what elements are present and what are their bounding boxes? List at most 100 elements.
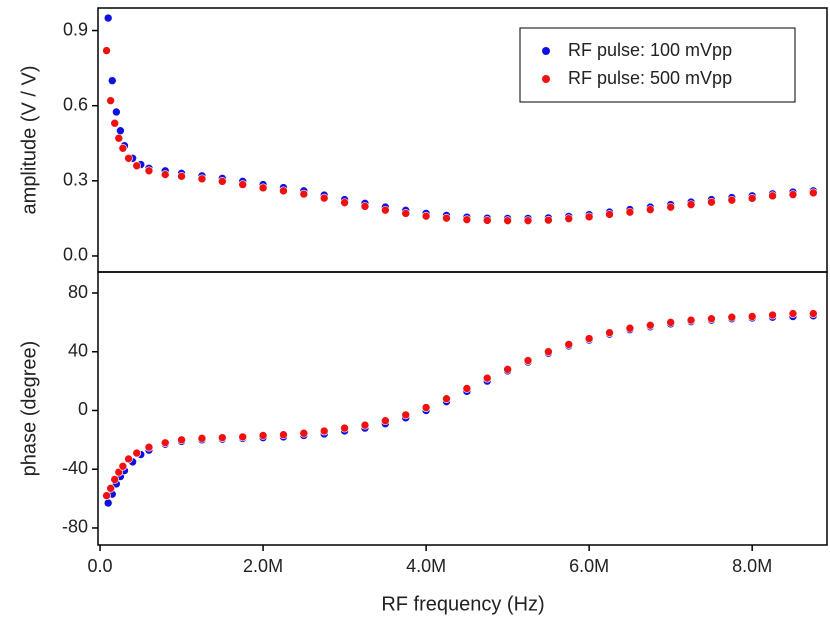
legend-marker — [542, 75, 550, 83]
data-point — [747, 312, 757, 321]
data-point — [177, 435, 186, 445]
data-point — [401, 410, 411, 420]
data-point — [625, 323, 635, 333]
data-point — [503, 216, 512, 225]
data-point — [605, 328, 614, 337]
data-point — [340, 198, 349, 207]
data-point — [401, 209, 411, 218]
data-point — [727, 195, 737, 205]
y-tick-label: 0.3 — [63, 170, 88, 190]
data-point — [809, 309, 818, 318]
data-point — [238, 180, 247, 189]
plot-frame — [97, 271, 828, 546]
data-point — [124, 153, 133, 163]
y-tick-label: 80 — [68, 282, 88, 302]
y-tick-label: -40 — [62, 458, 88, 478]
data-point — [114, 133, 124, 143]
data-point — [686, 200, 696, 209]
data-point — [503, 365, 512, 374]
data-point — [442, 213, 451, 223]
data-point — [625, 207, 635, 217]
data-point — [381, 416, 390, 426]
data-point — [381, 205, 390, 215]
data-point — [102, 46, 111, 55]
data-point — [564, 214, 574, 223]
data-point — [666, 202, 675, 212]
data-point — [319, 193, 329, 203]
data-point — [118, 461, 128, 471]
data-point — [319, 426, 329, 436]
data-point — [360, 420, 370, 430]
data-point — [421, 211, 431, 221]
data-point — [360, 202, 370, 211]
data-point — [279, 186, 288, 196]
y-axis-label: amplitude (V / V) — [18, 66, 40, 215]
x-tick-label: 4.0M — [406, 556, 446, 576]
data-point — [645, 205, 655, 214]
data-point — [110, 475, 120, 484]
data-point — [114, 467, 124, 477]
data-point — [707, 314, 716, 323]
data-point — [605, 210, 614, 219]
data-point — [523, 216, 533, 225]
data-point — [482, 216, 492, 225]
y-tick-label: 0.6 — [63, 94, 88, 114]
data-point — [340, 423, 349, 433]
data-point — [686, 315, 696, 325]
data-point — [279, 430, 288, 440]
data-point — [442, 394, 451, 404]
data-point — [462, 215, 472, 224]
y-tick-label: 0.0 — [63, 245, 88, 265]
data-point — [809, 188, 818, 198]
data-point — [102, 491, 111, 500]
data-point — [768, 191, 777, 201]
data-point — [544, 347, 553, 357]
data-point — [258, 183, 268, 193]
data-point — [177, 172, 186, 181]
data-point — [584, 334, 594, 343]
data-point — [666, 318, 675, 327]
data-point — [788, 190, 798, 199]
data-point — [747, 194, 757, 203]
legend-box — [519, 27, 796, 103]
data-point — [218, 177, 227, 186]
data-point — [218, 433, 227, 442]
y-tick-label: 40 — [68, 340, 88, 360]
legend-marker — [542, 47, 550, 55]
data-point — [768, 310, 777, 320]
data-point — [727, 312, 737, 322]
data-point — [645, 321, 655, 330]
y-tick-label: 0 — [78, 399, 88, 419]
data-point — [112, 107, 121, 117]
data-point — [160, 438, 170, 448]
x-tick-label: 8.0M — [732, 556, 772, 576]
data-point — [544, 215, 553, 225]
data-point — [106, 96, 115, 105]
data-point — [103, 13, 113, 23]
data-point — [299, 189, 309, 199]
data-point — [482, 373, 492, 383]
data-point — [707, 197, 716, 207]
data-point — [124, 454, 133, 464]
data-point — [118, 143, 128, 153]
data-point — [132, 448, 142, 458]
data-point — [197, 174, 207, 184]
data-point — [110, 118, 120, 128]
legend-label: RF pulse: 100 mVpp — [568, 40, 732, 60]
x-axis-label: RF frequency (Hz) — [381, 593, 544, 615]
data-point — [116, 126, 125, 136]
data-point — [197, 434, 207, 443]
data-point — [584, 212, 594, 222]
data-point — [103, 498, 113, 508]
data-point — [107, 76, 117, 85]
data-point — [258, 431, 268, 440]
x-tick-label: 0.0 — [88, 556, 113, 576]
y-tick-label: -80 — [62, 517, 88, 537]
data-point — [106, 484, 115, 493]
legend-label: RF pulse: 500 mVpp — [568, 68, 732, 88]
data-point — [523, 356, 533, 365]
data-point — [132, 161, 142, 171]
data-point — [144, 166, 154, 176]
x-tick-label: 6.0M — [569, 556, 609, 576]
